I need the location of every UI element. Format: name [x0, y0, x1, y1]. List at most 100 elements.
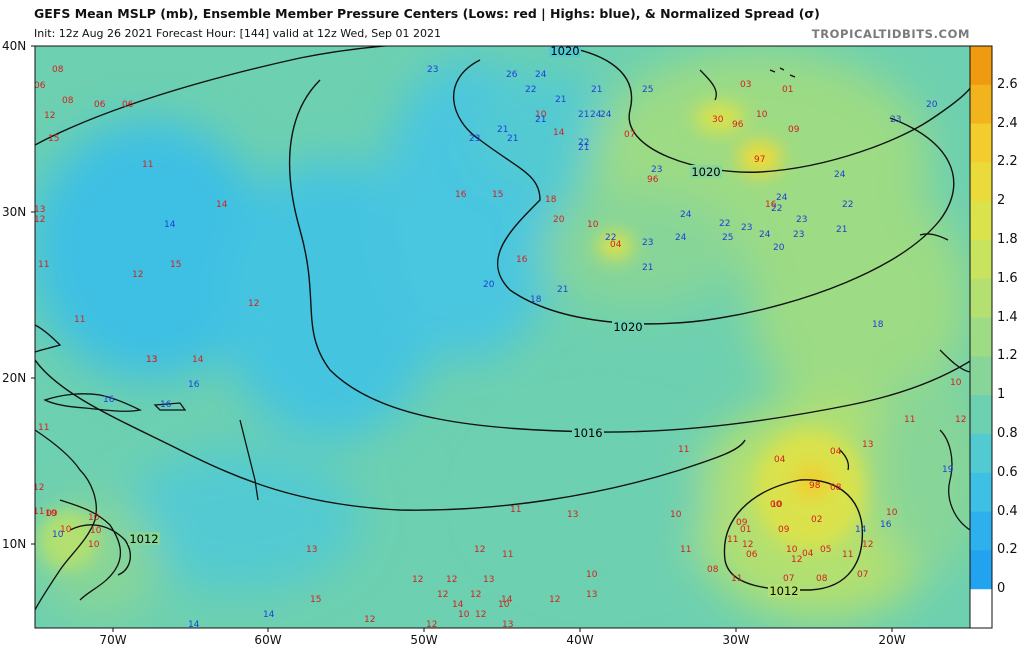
lat-label-30n: 30N: [2, 205, 27, 219]
svg-text:12: 12: [364, 615, 375, 625]
svg-text:13: 13: [586, 590, 597, 600]
lat-label-10n: 10N: [2, 537, 27, 551]
svg-text:12: 12: [791, 555, 802, 565]
svg-text:10: 10: [88, 513, 100, 523]
svg-text:21: 21: [642, 263, 653, 273]
svg-text:97: 97: [754, 155, 765, 165]
svg-text:24: 24: [776, 193, 788, 203]
svg-text:23: 23: [796, 215, 807, 225]
svg-text:1016: 1016: [573, 426, 602, 440]
svg-text:14: 14: [216, 200, 228, 210]
colorbar-swatch: [970, 84, 992, 125]
lon-label-40w: 40W: [566, 633, 594, 647]
svg-text:13: 13: [483, 575, 494, 585]
lon-label-70w: 70W: [99, 633, 127, 647]
colorbar-label: 0.2: [997, 542, 1018, 558]
svg-text:12: 12: [862, 540, 873, 550]
colorbar-label: 0.8: [997, 426, 1018, 441]
colorbar-swatch: [970, 434, 992, 474]
svg-text:11: 11: [510, 505, 521, 515]
svg-text:01: 01: [782, 85, 793, 95]
svg-text:13: 13: [502, 620, 513, 630]
colorbar-label: 2.6: [997, 76, 1018, 92]
lon-label-50w: 50W: [410, 633, 438, 647]
svg-text:24: 24: [535, 70, 547, 80]
svg-text:12: 12: [549, 595, 560, 605]
svg-text:21: 21: [497, 125, 508, 135]
colorbar-swatch: [970, 511, 992, 551]
svg-text:11: 11: [502, 550, 513, 560]
svg-text:21: 21: [507, 134, 518, 144]
svg-text:15: 15: [170, 260, 181, 270]
svg-text:06: 06: [746, 550, 758, 560]
colorbar-swatch: [970, 278, 992, 319]
svg-text:18: 18: [545, 195, 557, 205]
colorbar: [969, 45, 993, 629]
svg-text:06: 06: [34, 81, 46, 91]
svg-text:23: 23: [890, 115, 901, 125]
svg-text:16: 16: [765, 200, 777, 210]
lon-label-60w: 60W: [254, 633, 282, 647]
svg-text:08: 08: [52, 65, 64, 75]
svg-text:10: 10: [756, 110, 768, 120]
svg-text:06: 06: [94, 100, 106, 110]
svg-text:21: 21: [591, 85, 602, 95]
svg-text:04: 04: [830, 447, 842, 457]
brand-watermark: TROPICALTIDBITS.COM: [811, 27, 970, 41]
svg-text:11: 11: [142, 160, 153, 170]
svg-text:22: 22: [605, 233, 616, 243]
svg-text:13: 13: [34, 205, 45, 215]
svg-text:10: 10: [52, 530, 64, 540]
svg-text:12: 12: [34, 215, 45, 225]
axis-ticks: [31, 45, 893, 632]
lat-label-20n: 20N: [2, 371, 27, 385]
svg-text:07: 07: [783, 574, 794, 584]
svg-text:14: 14: [855, 525, 867, 535]
svg-text:02: 02: [811, 515, 822, 525]
svg-text:10: 10: [458, 610, 470, 620]
svg-text:11: 11: [842, 550, 853, 560]
svg-text:04: 04: [802, 549, 814, 559]
spread-field: 1020 1020 1020 1016 1012 1012 08 06 08 0…: [33, 44, 970, 630]
svg-text:21: 21: [578, 143, 589, 153]
map-subtitle: Init: 12z Aug 26 2021 Forecast Hour: [14…: [34, 27, 441, 40]
svg-text:14: 14: [452, 600, 464, 610]
svg-text:20: 20: [483, 280, 495, 290]
svg-text:10: 10: [786, 545, 798, 555]
svg-text:10: 10: [670, 510, 682, 520]
lon-label-30w: 30W: [722, 633, 750, 647]
svg-text:19: 19: [942, 465, 954, 475]
colorbar-swatch: [970, 46, 992, 86]
svg-text:13: 13: [146, 355, 157, 365]
svg-text:30: 30: [712, 115, 724, 125]
svg-text:13: 13: [146, 355, 157, 365]
svg-text:22: 22: [842, 200, 853, 210]
svg-text:20: 20: [926, 100, 938, 110]
svg-text:24: 24: [680, 210, 692, 220]
svg-text:03: 03: [740, 80, 751, 90]
svg-text:12: 12: [955, 415, 966, 425]
svg-text:13: 13: [567, 510, 578, 520]
colorbar-swatch: [970, 201, 992, 241]
svg-text:11: 11: [33, 507, 44, 517]
svg-text:10: 10: [771, 500, 783, 510]
map-title: GEFS Mean MSLP (mb), Ensemble Member Pre…: [34, 6, 820, 21]
svg-text:14: 14: [263, 610, 275, 620]
svg-text:10: 10: [60, 525, 72, 535]
svg-text:22: 22: [578, 138, 589, 148]
svg-text:23: 23: [793, 230, 804, 240]
colorbar-label: 2.4: [997, 115, 1018, 131]
coastlines: [35, 67, 970, 611]
svg-text:12: 12: [437, 590, 448, 600]
colorbar-label: 1: [997, 387, 1006, 403]
svg-text:98: 98: [809, 481, 821, 491]
svg-text:12: 12: [742, 540, 753, 550]
svg-text:23: 23: [642, 238, 653, 248]
svg-text:1020: 1020: [550, 44, 579, 58]
svg-text:09: 09: [46, 509, 58, 519]
svg-text:09: 09: [788, 125, 800, 135]
svg-text:23: 23: [427, 65, 438, 75]
svg-text:23: 23: [651, 165, 662, 175]
svg-text:14: 14: [188, 620, 200, 630]
